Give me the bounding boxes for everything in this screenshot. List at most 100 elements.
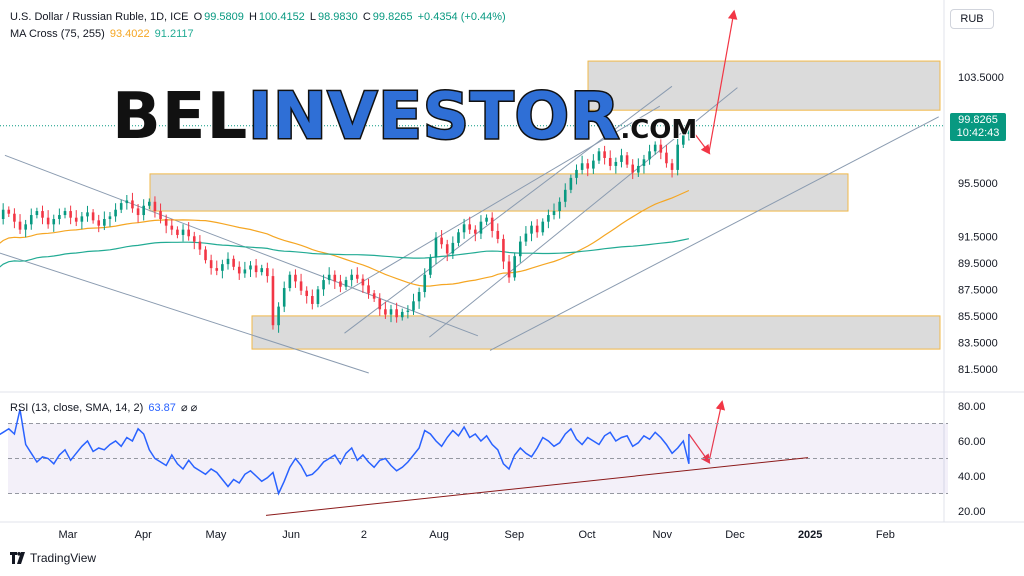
ma-cross-label[interactable]: MA Cross (75, 255) <box>10 28 105 40</box>
price-tick-label: 91.5000 <box>958 231 998 243</box>
low-key: L <box>309 11 316 23</box>
candle-body <box>563 189 567 202</box>
candle-body <box>136 208 140 216</box>
candle-body <box>541 221 545 233</box>
candle-body <box>681 134 685 145</box>
arrow-up <box>708 9 738 153</box>
candle-body <box>294 274 297 282</box>
time-tick-label: Feb <box>876 529 895 541</box>
candle-body <box>159 211 162 220</box>
candle-body <box>434 237 438 258</box>
candle-body <box>215 268 219 271</box>
candle-body <box>648 151 651 160</box>
candle-body <box>316 289 320 304</box>
candle-body <box>41 211 44 218</box>
candle-body <box>13 213 16 222</box>
candle-body <box>451 242 455 254</box>
time-tick-label: Sep <box>504 529 524 541</box>
time-tick-label: 2025 <box>798 529 822 541</box>
belinvestor-watermark: BELINVESTOR.COM <box>110 79 698 156</box>
candle-body <box>502 238 505 262</box>
candles <box>1 120 691 333</box>
candle-body <box>142 205 145 216</box>
rsi-label[interactable]: RSI (13, close, SMA, 14, 2) <box>10 402 144 414</box>
candle-body <box>187 229 190 237</box>
symbol-title[interactable]: U.S. Dollar / Russian Ruble, 1D, ICE <box>10 11 189 23</box>
watermark-investor: INVESTOR <box>247 79 621 156</box>
channel-line-4 <box>319 105 661 308</box>
candle-body <box>63 211 67 216</box>
last-price-value: 99.8265 <box>958 114 998 126</box>
candle-body <box>254 265 258 273</box>
candle-body <box>665 152 668 164</box>
candle-body <box>232 258 235 267</box>
price-tick-label: 81.5000 <box>958 364 998 376</box>
currency-button[interactable]: RUB <box>950 9 994 29</box>
candle-body <box>670 163 674 170</box>
candle-body <box>305 290 308 296</box>
sr-zones <box>149 60 941 350</box>
open-value: 99.5809 <box>204 11 244 23</box>
candle-body <box>412 301 415 311</box>
ma-slow-line <box>0 238 690 268</box>
rsi-tick-label: 80.00 <box>958 401 986 413</box>
change-value: +0.4354 (+0.44%) <box>417 11 506 23</box>
candle-body <box>462 224 466 233</box>
candle-body <box>372 293 376 299</box>
rsi-value: 63.87 <box>148 402 176 414</box>
rsi-tick-label: 60.00 <box>958 436 986 448</box>
candle-body <box>490 217 494 231</box>
candle-body <box>580 163 584 170</box>
tradingview-logo[interactable]: TradingView <box>10 551 96 565</box>
candle-body <box>614 161 618 166</box>
candle-body <box>361 278 365 286</box>
time-tick-label: Jun <box>282 529 300 541</box>
candle-body <box>474 229 477 234</box>
channel-line-1 <box>344 85 673 334</box>
trend-lines <box>0 85 939 374</box>
candle-body <box>535 225 539 233</box>
candle-body <box>552 211 556 216</box>
candle-body <box>86 212 89 217</box>
candle-body <box>384 309 387 315</box>
candle-body <box>575 169 578 178</box>
candle-body <box>209 260 213 269</box>
candle-body <box>58 215 61 220</box>
candle-body <box>530 225 533 234</box>
candle-body <box>91 212 95 221</box>
rsi-hidden-icons[interactable]: ⌀ ⌀ <box>180 402 198 414</box>
candle-body <box>608 157 612 166</box>
candle-body <box>7 209 11 214</box>
candle-body <box>659 144 663 153</box>
rsi-arrow-up <box>708 400 726 463</box>
legend-ma-row: MA Cross (75, 255) 93.4022 91.2117 <box>10 28 196 40</box>
candle-body <box>429 257 432 275</box>
tradingview-logo-icon <box>10 552 25 564</box>
sr-zone <box>587 60 941 111</box>
candle-body <box>282 288 286 307</box>
legend-symbol-row: U.S. Dollar / Russian Ruble, 1D, ICE O 99… <box>10 11 508 23</box>
forecast-arrows <box>688 9 738 464</box>
candle-body <box>288 274 292 289</box>
candle-body <box>389 309 393 315</box>
close-key: C <box>362 11 371 23</box>
candle-body <box>445 244 449 254</box>
candle-body <box>170 225 174 230</box>
candle-body <box>507 261 511 278</box>
bar-countdown: 10:42:43 <box>956 127 1000 139</box>
candle-body <box>676 144 679 170</box>
candle-body <box>226 258 230 265</box>
candle-body <box>400 311 404 318</box>
candle-body <box>631 164 635 173</box>
candle-body <box>637 165 640 173</box>
ma-fast-value: 93.4022 <box>109 28 150 40</box>
candle-body <box>46 217 50 225</box>
price-tick-label: 95.5000 <box>958 178 998 190</box>
candle-body <box>1 209 5 220</box>
time-tick-label: Nov <box>652 529 672 541</box>
candle-body <box>148 201 151 206</box>
candle-body <box>114 209 117 217</box>
candle-body <box>417 292 421 302</box>
candle-body <box>119 203 123 210</box>
